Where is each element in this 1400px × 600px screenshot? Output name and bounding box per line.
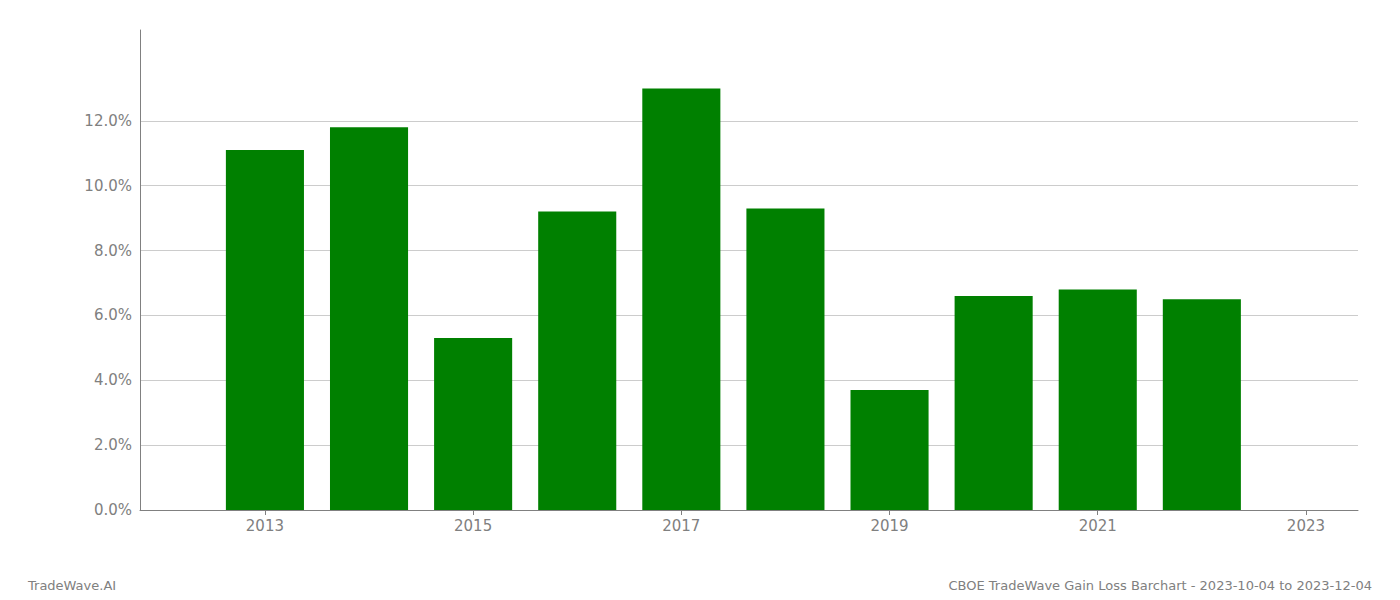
svg-text:6.0%: 6.0% [94,306,132,324]
svg-text:2015: 2015 [454,517,492,535]
svg-text:12.0%: 12.0% [84,112,132,130]
svg-text:4.0%: 4.0% [94,371,132,389]
svg-text:2023: 2023 [1287,517,1325,535]
svg-text:8.0%: 8.0% [94,242,132,260]
svg-text:2021: 2021 [1079,517,1117,535]
svg-text:2013: 2013 [246,517,284,535]
svg-text:2.0%: 2.0% [94,436,132,454]
svg-text:2019: 2019 [870,517,908,535]
svg-text:0.0%: 0.0% [94,501,132,519]
svg-text:10.0%: 10.0% [84,177,132,195]
svg-text:TradeWave.AI: TradeWave.AI [27,578,116,593]
svg-text:CBOE TradeWave Gain Loss Barch: CBOE TradeWave Gain Loss Barchart - 2023… [948,578,1372,593]
svg-text:2017: 2017 [662,517,700,535]
